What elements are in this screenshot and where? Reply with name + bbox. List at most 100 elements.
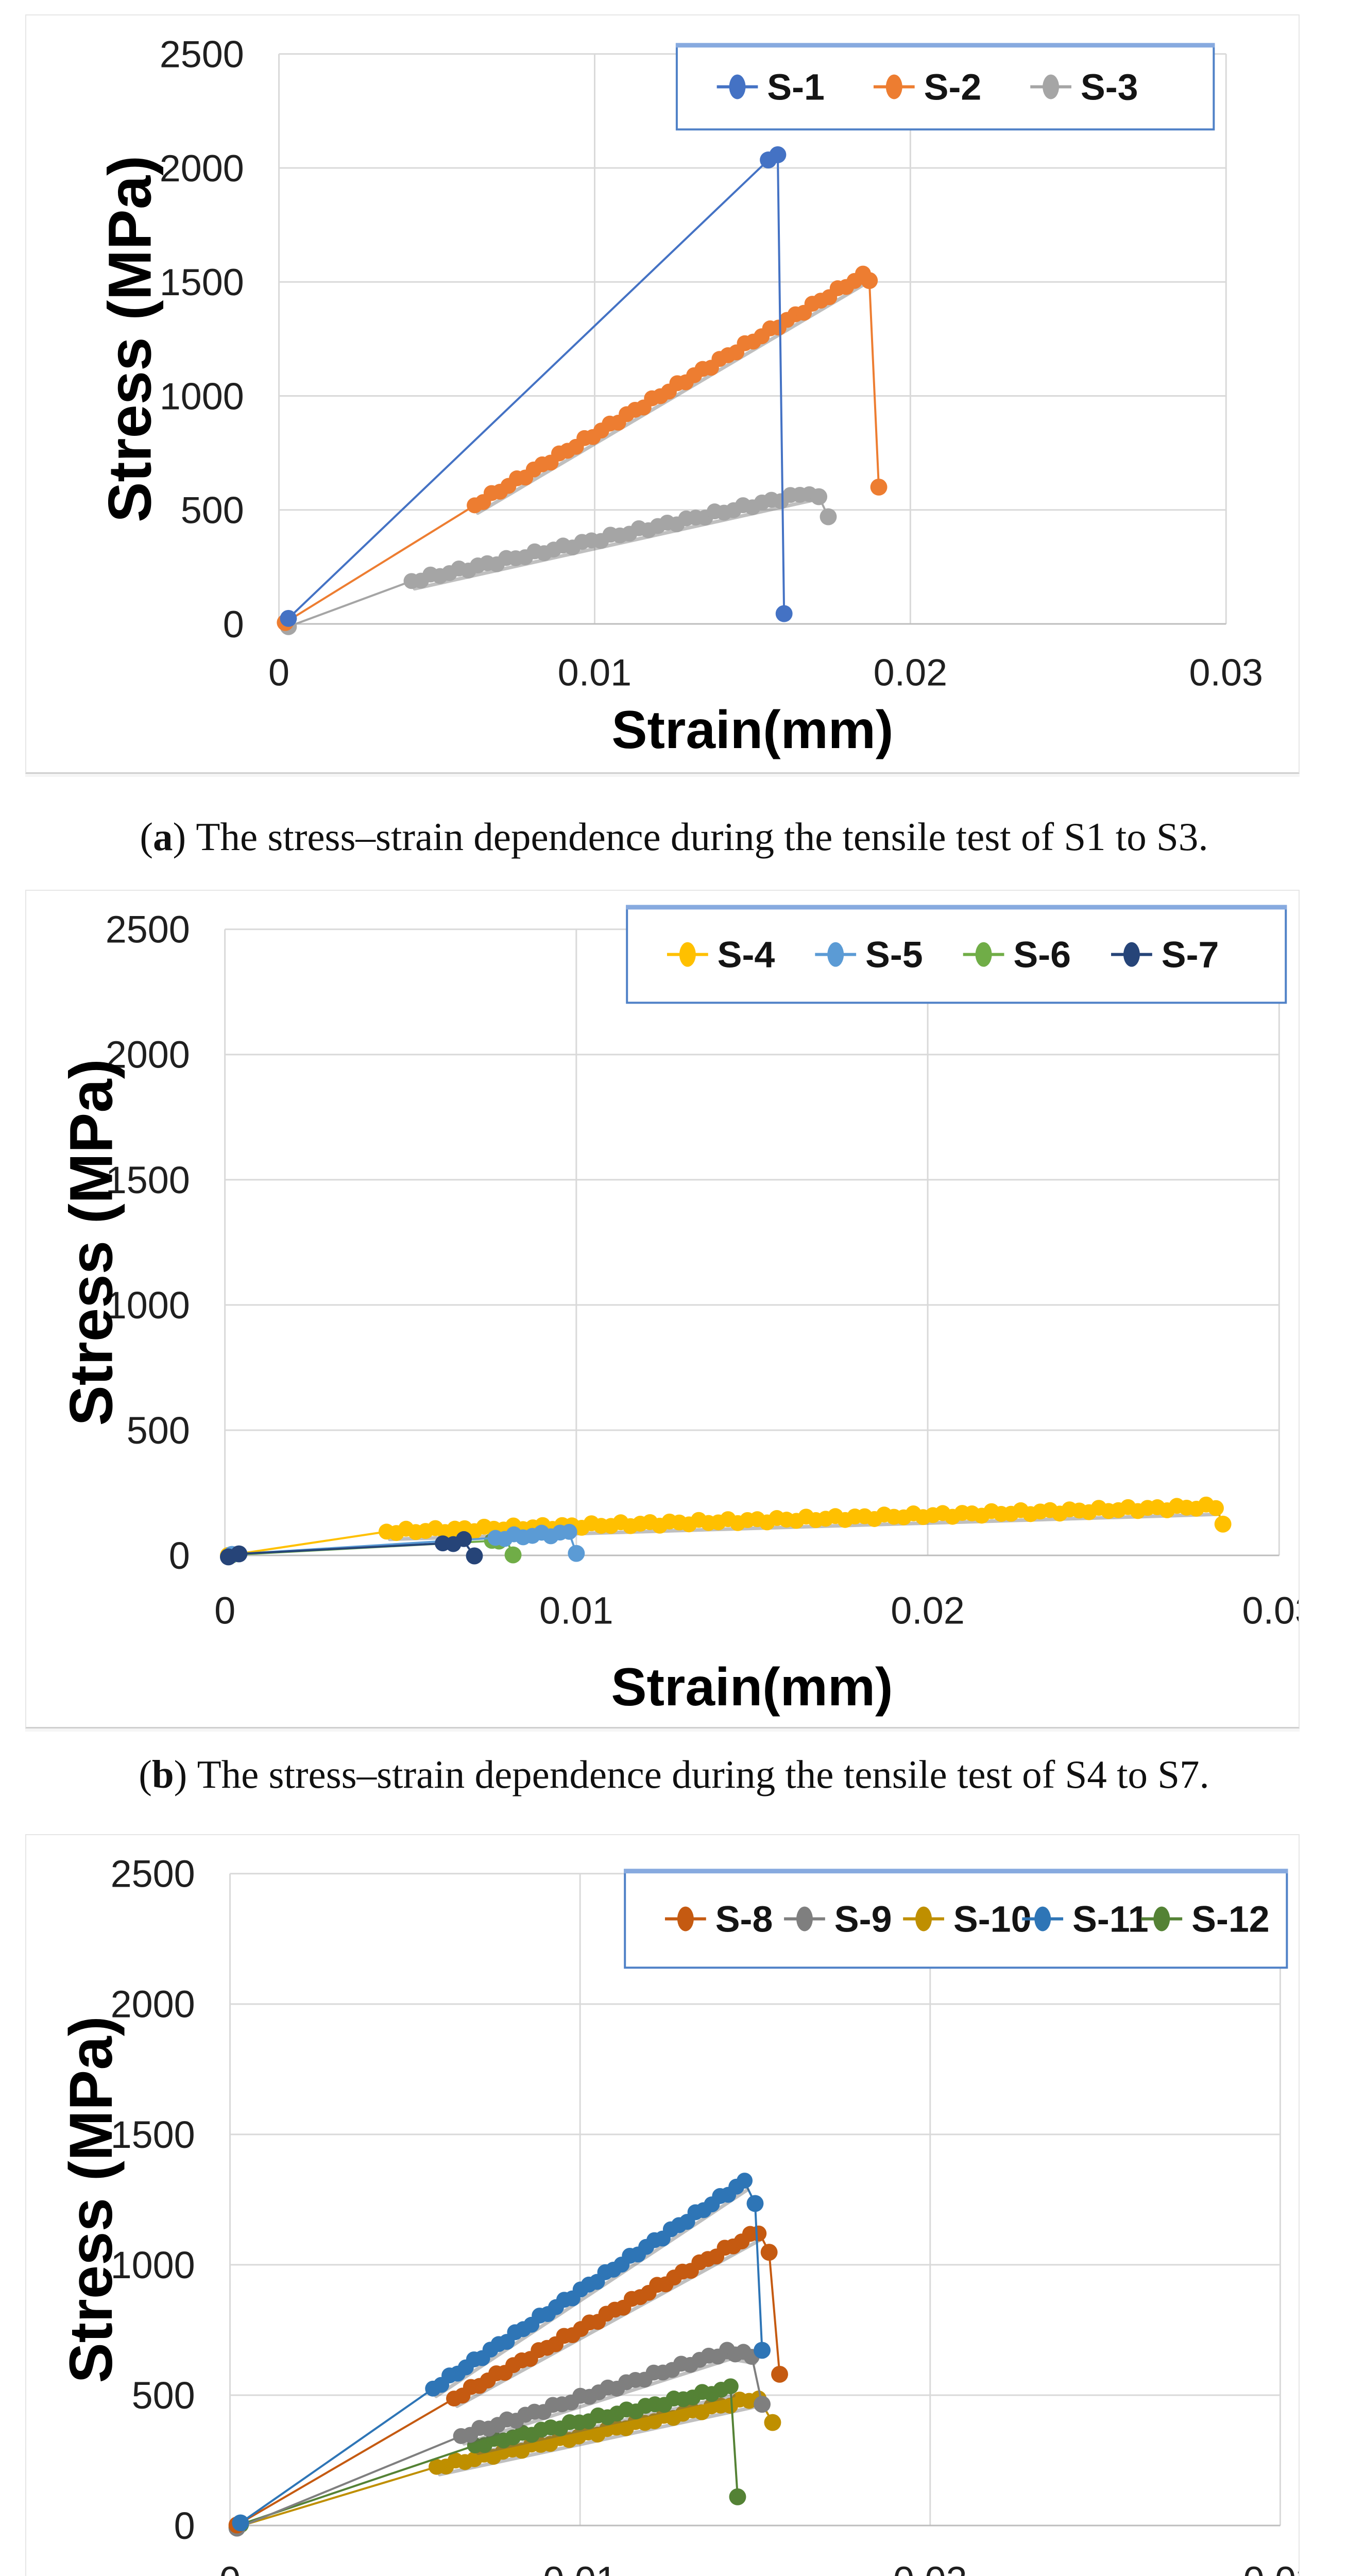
y-tick-label: 2500 [160,33,244,76]
marker-S-1 [775,605,793,622]
marker-S-9 [754,2396,771,2413]
legend-entry-S-6: S-6 [963,935,1071,976]
marker-S-12 [729,2488,746,2505]
series-S-12 [232,2378,746,2533]
x-tick-label: 0.02 [893,2559,967,2576]
x-tick-label: 0.01 [543,2559,617,2576]
marker-S-1 [280,609,297,627]
legend-label: S-3 [1081,66,1138,108]
legend-entry-S-12: S-12 [1141,1899,1270,1940]
stress-strain-chart-s8-s12: 0500100015002000250000.010.020.03S-8S-9S… [25,1834,1300,2576]
legend-entry-S-8: S-8 [664,1899,773,1940]
marker-S-3 [810,488,828,505]
legend: S-4 S-5 S-6 S-7 [626,905,1287,1004]
y-tick-label: 1500 [106,1159,190,1201]
y-tick-label: 2500 [111,1853,195,1895]
y-axis-title: Stress (MPa) [57,1059,125,1426]
legend-label: S-11 [1072,1899,1149,1940]
chart-b-svg: 0500100015002000250000.010.020.03S-4S-5S… [57,905,1299,1717]
legend-entry-S-9: S-9 [784,1899,892,1940]
y-tick-label: 2000 [160,147,244,190]
y-tick-label: 2500 [106,908,190,951]
caption-a-label: a [153,815,173,859]
legend: S-1 S-2 S-3 [675,43,1215,131]
legend-entry-S-10: S-10 [903,1899,1032,1940]
series-S-1 [280,146,793,627]
series-S-10 [228,2391,781,2536]
y-tick-label: 2000 [111,1983,195,2026]
legend-label: S-1 [767,66,825,108]
stress-strain-chart-s4-s7: 0500100015002000250000.010.020.03S-4S-5S… [25,890,1300,1728]
legend-label: S-9 [834,1899,892,1940]
caption-a-text: The stress–strain dependence during the … [196,815,1208,859]
chart-c-svg: 0500100015002000250000.010.020.03S-8S-9S… [57,1853,1299,2576]
x-tick-label: 0.03 [1189,651,1264,694]
legend-marker-icon [1034,1906,1051,1931]
legend-label: S-5 [865,935,923,976]
marker-S-1 [769,146,787,163]
legend-label: S-8 [715,1899,773,1940]
marker-S-4 [1214,1515,1232,1533]
legend-marker-icon [729,74,746,99]
x-tick-label: 0.03 [1243,2559,1299,2576]
x-tick-label: 0 [214,1589,235,1632]
series-S-9 [228,2342,771,2537]
legend-entry-S-7: S-7 [1111,935,1219,976]
legend-label: S-12 [1191,1899,1270,1940]
legend-label: S-10 [953,1899,1032,1940]
legend-entry-S-2: S-2 [873,66,981,108]
x-tick-label: 0.01 [539,1589,613,1632]
legend-label: S-4 [718,935,775,976]
marker-S-8 [771,2366,788,2383]
y-tick-label: 500 [132,2374,195,2417]
y-tick-label: 1000 [106,1284,190,1327]
y-tick-label: 500 [181,489,244,532]
series-S-2 [277,265,888,631]
x-tick-label: 0 [268,651,289,694]
marker-S-11 [232,2514,249,2532]
legend-entry-S-5: S-5 [815,935,923,976]
y-axis-title: Stress (MPa) [96,156,163,522]
legend-marker-icon [885,74,902,99]
legend-entry-S-1: S-1 [716,66,825,108]
legend-marker-icon [975,942,992,967]
x-tick-label: 0.02 [891,1589,965,1632]
legend-label: S-6 [1013,935,1071,976]
legend-marker-icon [1043,74,1060,99]
marker-S-10 [764,2414,781,2431]
y-axis-title: Stress (MPa) [57,2016,125,2383]
marker-S-3 [820,508,837,526]
legend-marker-icon [679,942,696,967]
marker-S-6 [504,1546,522,1564]
legend: S-8 S-9 S-10 S-11 S-12 [624,1869,1288,1969]
caption-b-text: The stress–strain dependence during the … [197,1752,1209,1797]
y-tick-label: 1500 [160,261,244,303]
x-tick-label: 0.01 [558,651,632,694]
series-S-8 [228,2225,788,2534]
y-tick-label: 0 [174,2504,195,2547]
x-tick-label: 0.03 [1242,1589,1299,1632]
y-tick-label: 2000 [106,1033,190,1076]
legend-marker-icon [827,942,844,967]
y-tick-label: 1500 [111,2113,195,2156]
legend-entry-S-4: S-4 [667,935,775,976]
series-S-4 [219,1496,1232,1564]
marker-S-11 [754,2342,771,2359]
x-tick-label: 0.02 [874,651,948,694]
caption-a: (a) The stress–strain dependence during … [140,815,1208,859]
marker-S-11 [746,2195,764,2212]
legend-marker-icon [1123,942,1140,967]
marker-S-8 [760,2244,778,2261]
x-axis-title: Strain(mm) [611,700,893,759]
stress-strain-chart-s1-s3: 0 500 1000 1500 2000 2500 0 0.01 0.02 0.03 S-1 S-2 S… [25,14,1300,774]
gridlines [224,928,1280,1556]
marker-S-7 [230,1545,248,1563]
marker-S-5 [568,1545,585,1562]
y-tick-label: 1000 [160,375,244,417]
series-S-3 [280,486,837,635]
y-tick-label: 0 [169,1534,190,1577]
legend-marker-icon [915,1906,932,1931]
x-axis-title: Strain(mm) [611,1657,893,1717]
y-tick-label: 0 [223,603,244,646]
